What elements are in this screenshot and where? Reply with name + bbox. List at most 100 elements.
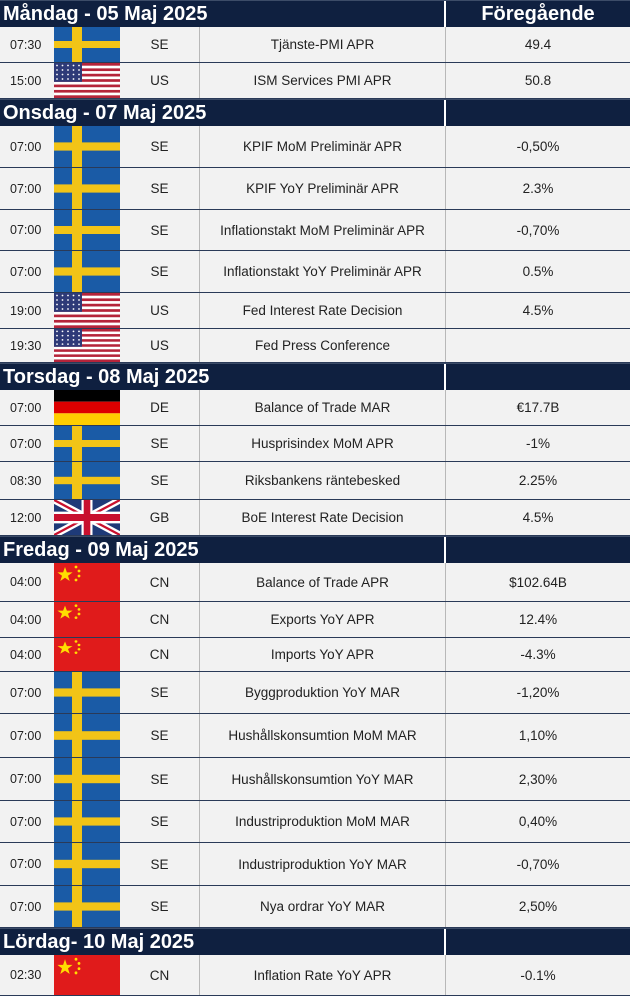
- previous-value: [446, 329, 630, 362]
- event-row: 07:00 SE Hushållskonsumtion YoY MAR 2,30%: [0, 758, 630, 801]
- event-name: ISM Services PMI APR: [200, 63, 446, 98]
- country-code: US: [120, 293, 200, 328]
- previous-value: 2,30%: [518, 771, 558, 787]
- event-row: 19:00 US Fed Interest Rate Decision 4.5%: [0, 293, 630, 329]
- previous-value: 1,10%: [518, 728, 558, 743]
- event-time: 07:00: [10, 728, 42, 743]
- event-row: 07:00 SE Nya ordrar YoY MAR 2,50%: [0, 886, 630, 928]
- country-code: CN: [120, 638, 200, 671]
- event-name: Balance of Trade MAR: [200, 390, 446, 425]
- event-name: Industriproduktion MoM MAR: [200, 801, 446, 842]
- event-time: 07:00: [10, 223, 42, 237]
- day-title: Onsdag - 07 Maj 2025: [0, 100, 446, 126]
- previous-value: -4.3%: [520, 647, 556, 662]
- se-flag-icon: [54, 27, 120, 62]
- event-name: Tjänste-PMI APR: [200, 27, 446, 62]
- event-row: 07:00 SE Inflationstakt YoY Preliminär APR…: [0, 251, 630, 293]
- se-flag-icon: [54, 672, 120, 713]
- se-flag-icon: [54, 210, 120, 250]
- event-time: 04:00: [10, 612, 42, 627]
- event-row: 07:00 DE Balance of Trade MAR €17.7B: [0, 390, 630, 426]
- event-time: 07:00: [10, 264, 42, 279]
- event-name: Industriproduktion YoY MAR: [200, 843, 446, 885]
- gb-flag-icon: [54, 500, 120, 535]
- country-code: SE: [120, 886, 200, 927]
- previous-value: -0.1%: [520, 967, 556, 983]
- country-code: US: [120, 329, 200, 362]
- day-header: Onsdag - 07 Maj 2025: [0, 99, 630, 126]
- day-header: Fredag - 09 Maj 2025: [0, 536, 630, 563]
- us-flag-icon: [54, 329, 120, 362]
- event-time: 12:00: [10, 510, 42, 525]
- event-time: 04:00: [10, 647, 42, 662]
- cn-flag-icon: [54, 638, 120, 671]
- country-code: SE: [120, 672, 200, 713]
- country-code: SE: [120, 126, 200, 167]
- cn-flag-icon: [54, 955, 120, 995]
- event-row: 12:00 GB BoE Interest Rate Decision 4.5%: [0, 500, 630, 536]
- se-flag-icon: [54, 462, 120, 499]
- country-code: SE: [120, 714, 200, 757]
- event-time: 19:00: [10, 303, 42, 318]
- previous-column-header: [446, 537, 630, 563]
- previous-value: 50.8: [524, 73, 552, 88]
- event-time: 07:00: [10, 772, 42, 786]
- country-code: SE: [120, 210, 200, 250]
- country-code: SE: [120, 251, 200, 292]
- event-time: 07:00: [10, 899, 42, 914]
- event-time: 08:30: [10, 473, 42, 488]
- event-time: 07:30: [10, 37, 42, 52]
- previous-value: -0,70%: [516, 856, 560, 872]
- country-code: CN: [120, 955, 200, 995]
- day-header: Måndag - 05 Maj 2025 Föregående: [0, 0, 630, 27]
- event-row: 04:00 CN Balance of Trade APR $102.64B: [0, 563, 630, 602]
- day-title: Måndag - 05 Maj 2025: [0, 1, 446, 27]
- event-name: KPIF YoY Preliminär APR: [200, 168, 446, 209]
- event-name: Riksbankens räntebesked: [200, 462, 446, 499]
- event-name: Inflation Rate YoY APR: [200, 955, 446, 995]
- country-code: SE: [120, 426, 200, 461]
- event-row: 07:00 SE Inflationstakt MoM Preliminär APR…: [0, 210, 630, 251]
- country-code: SE: [120, 27, 200, 62]
- us-flag-icon: [54, 63, 120, 98]
- country-code: SE: [120, 843, 200, 885]
- event-time: 07:00: [10, 181, 42, 196]
- day-header: Lördag- 10 Maj 2025: [0, 928, 630, 955]
- se-flag-icon: [54, 758, 120, 800]
- se-flag-icon: [54, 168, 120, 209]
- event-name: Inflationstakt YoY Preliminär APR: [200, 251, 446, 292]
- event-name: Hushållskonsumtion MoM MAR: [200, 714, 446, 757]
- event-time: 19:30: [10, 338, 42, 353]
- event-row: 07:00 SE KPIF MoM Preliminär APR -0,50%: [0, 126, 630, 168]
- event-name: Fed Press Conference: [200, 329, 446, 362]
- event-row: 04:00 CN Imports YoY APR -4.3%: [0, 638, 630, 672]
- previous-value: €17.7B: [516, 400, 560, 415]
- se-flag-icon: [54, 426, 120, 461]
- event-time: 04:00: [10, 575, 42, 589]
- event-name: Imports YoY APR: [200, 638, 446, 671]
- event-name: KPIF MoM Preliminär APR: [200, 126, 446, 167]
- event-name: Fed Interest Rate Decision: [200, 293, 446, 328]
- event-row: 19:30 US Fed Press Conference: [0, 329, 630, 363]
- previous-column-header: [446, 364, 630, 390]
- event-time: 15:00: [10, 73, 42, 88]
- previous-value: -0,70%: [516, 222, 560, 238]
- event-name: Nya ordrar YoY MAR: [200, 886, 446, 927]
- event-time: 07:00: [10, 400, 42, 415]
- event-row: 07:30 SE Tjänste-PMI APR 49.4: [0, 27, 630, 63]
- event-name: Balance of Trade APR: [200, 563, 446, 601]
- previous-value: -0,50%: [516, 139, 560, 154]
- se-flag-icon: [54, 714, 120, 757]
- previous-column-header: Föregående: [481, 3, 595, 25]
- se-flag-icon: [54, 126, 120, 167]
- previous-column-header: [446, 929, 630, 955]
- us-flag-icon: [54, 293, 120, 328]
- se-flag-icon: [54, 251, 120, 292]
- day-title: Torsdag - 08 Maj 2025: [0, 364, 446, 390]
- cn-flag-icon: [54, 563, 120, 601]
- event-row: 07:00 SE Byggproduktion YoY MAR -1,20%: [0, 672, 630, 714]
- previous-value: 2,50%: [518, 899, 558, 914]
- event-row: 07:00 SE Industriproduktion MoM MAR 0,40%: [0, 801, 630, 843]
- event-row: 04:00 CN Exports YoY APR 12.4%: [0, 602, 630, 638]
- previous-value: 4.5%: [522, 303, 554, 318]
